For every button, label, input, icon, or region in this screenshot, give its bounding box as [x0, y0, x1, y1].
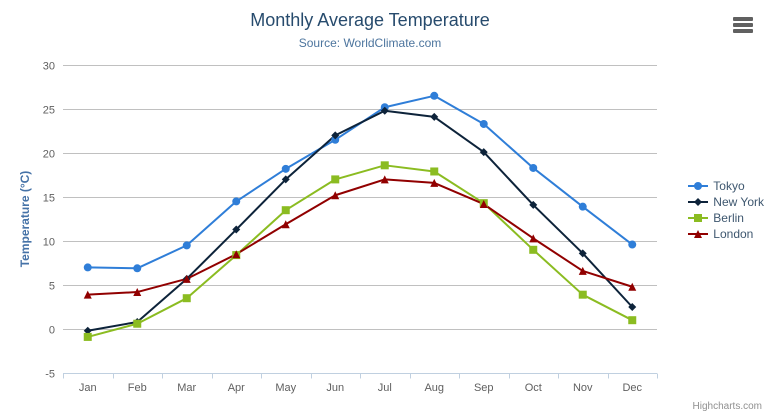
svg-text:Jul: Jul [378, 382, 392, 394]
export-menu-button[interactable] [732, 16, 754, 34]
legend-item-tokyo[interactable]: Tokyo [688, 178, 764, 194]
svg-text:Apr: Apr [228, 382, 245, 394]
y-axis-title: Temperature (°C) [18, 170, 32, 268]
legend-item-new-york[interactable]: New York [688, 194, 764, 210]
legend-marker-diamond-icon [688, 198, 709, 206]
legend-marker-square-icon [688, 214, 709, 222]
svg-text:20: 20 [43, 149, 55, 161]
svg-text:15: 15 [43, 193, 55, 205]
svg-text:25: 25 [43, 105, 55, 117]
legend-label: London [713, 227, 754, 241]
legend-marker-circle-icon [688, 182, 709, 190]
svg-text:Jun: Jun [326, 382, 344, 394]
legend: Tokyo New York Berlin London [688, 178, 764, 242]
legend-label: Tokyo [713, 179, 745, 193]
svg-text:Jan: Jan [79, 382, 97, 394]
svg-text:Aug: Aug [424, 382, 444, 394]
svg-text:10: 10 [43, 237, 55, 249]
svg-text:Oct: Oct [525, 382, 542, 394]
svg-text:Nov: Nov [573, 382, 593, 394]
svg-text:Dec: Dec [622, 382, 642, 394]
svg-text:Feb: Feb [128, 382, 147, 394]
svg-text:Sep: Sep [474, 382, 494, 394]
chart-title: Monthly Average Temperature [250, 10, 490, 30]
svg-text:-5: -5 [45, 369, 55, 381]
svg-text:0: 0 [49, 325, 55, 337]
highcharts-credits-link[interactable]: Highcharts.com [692, 401, 762, 412]
svg-text:May: May [275, 382, 296, 394]
legend-label: New York [713, 195, 764, 209]
svg-text:30: 30 [43, 61, 55, 73]
legend-label: Berlin [713, 211, 744, 225]
svg-text:Mar: Mar [177, 382, 196, 394]
chart-subtitle: Source: WorldClimate.com [298, 36, 442, 50]
legend-item-london[interactable]: London [688, 226, 764, 242]
svg-text:5: 5 [49, 281, 55, 293]
legend-item-berlin[interactable]: Berlin [688, 210, 764, 226]
legend-marker-triangle-icon [688, 230, 709, 238]
